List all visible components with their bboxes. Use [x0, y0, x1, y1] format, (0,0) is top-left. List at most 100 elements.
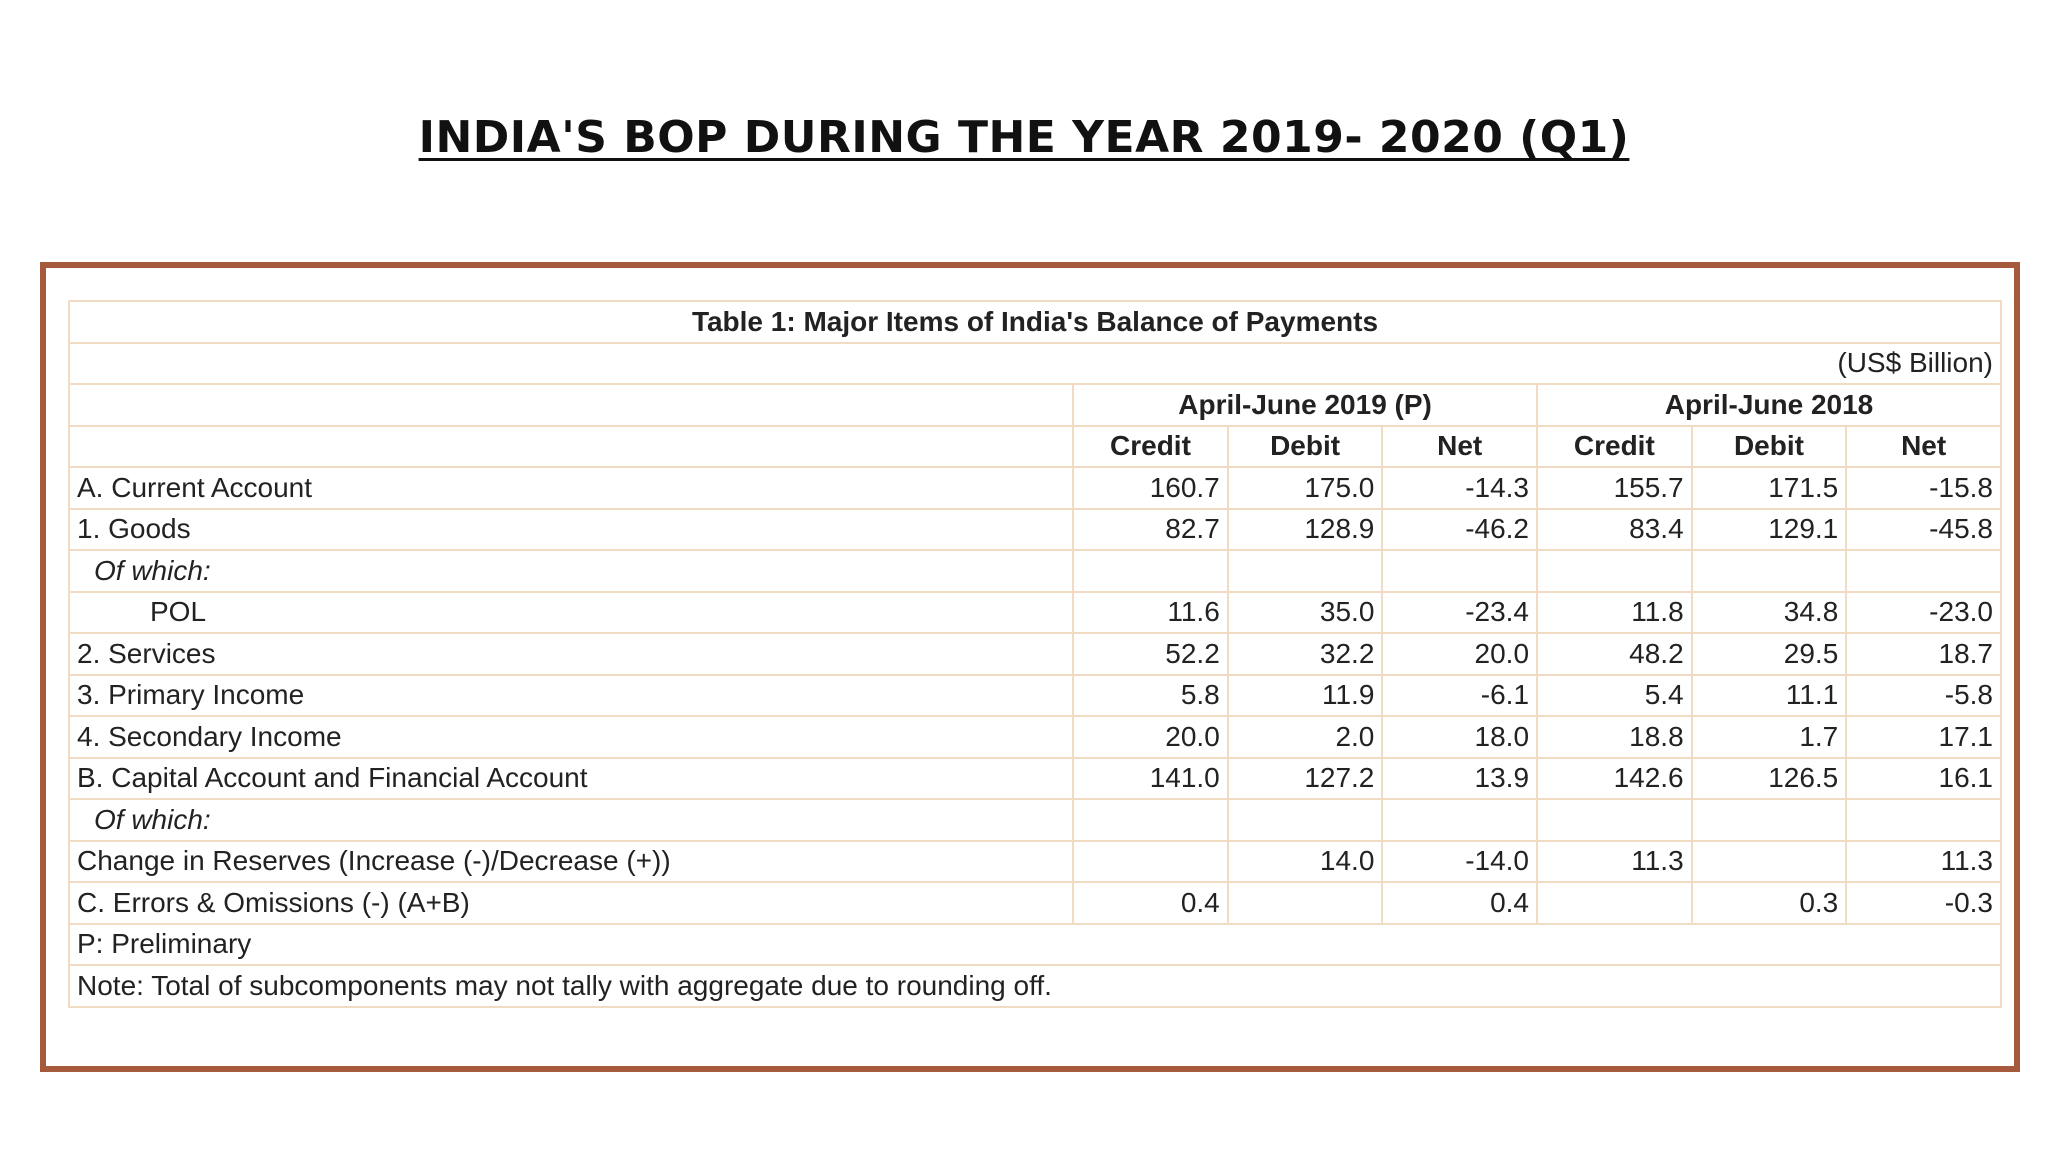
value-cell: 11.9	[1226, 673, 1384, 717]
value-cell: 126.5	[1690, 756, 1848, 800]
value-cell	[1072, 839, 1229, 883]
value-cell: 29.5	[1690, 632, 1848, 676]
table-row: C. Errors & Omissions (-) (A+B) 0.4 0.4 0.3…	[67, 881, 2002, 925]
table-title-row: Table 1: Major Items of India's Balance …	[68, 300, 2002, 344]
table-row: B. Capital Account and Financial Account…	[67, 756, 2002, 800]
value-cell: -23.0	[1845, 590, 2002, 634]
footnote-rounding: Note: Total of subcomponents may not tal…	[68, 964, 2002, 1008]
value-cell: 11.1	[1690, 673, 1848, 717]
value-cell: -46.2	[1381, 507, 1539, 551]
header-blank-cell	[67, 424, 1075, 468]
table-row: Change in Reserves (Increase (-)/Decreas…	[67, 839, 2002, 883]
value-cell	[1381, 798, 1539, 842]
value-cell: 16.1	[1845, 756, 2002, 800]
period-header-row: April-June 2019 (P) April-June 2018	[67, 383, 2002, 427]
value-cell: 17.1	[1845, 715, 2002, 759]
table-frame: Table 1: Major Items of India's Balance …	[40, 262, 2020, 1072]
row-label: B. Capital Account and Financial Account	[67, 756, 1075, 800]
value-cell: -15.8	[1845, 466, 2002, 510]
value-cell: 155.7	[1536, 466, 1693, 510]
value-cell	[1226, 549, 1384, 593]
row-label: 3. Primary Income	[67, 673, 1075, 717]
value-cell	[1845, 549, 2002, 593]
value-cell	[1690, 798, 1848, 842]
value-cell: -14.0	[1381, 839, 1539, 883]
value-cell: 32.2	[1226, 632, 1384, 676]
column-header-net: Net	[1381, 424, 1539, 468]
footnote-row: P: Preliminary	[68, 922, 2002, 966]
table-row: POL 11.6 35.0 -23.4 11.8 34.8 -23.0	[67, 590, 2002, 634]
value-cell: 171.5	[1690, 466, 1848, 510]
value-cell: -6.1	[1381, 673, 1539, 717]
value-cell: 34.8	[1690, 590, 1848, 634]
value-cell	[1536, 798, 1693, 842]
value-cell: 11.8	[1536, 590, 1693, 634]
period-header-2019: April-June 2019 (P)	[1072, 383, 1539, 427]
value-cell: 141.0	[1072, 756, 1229, 800]
value-cell: 160.7	[1072, 466, 1229, 510]
row-label: C. Errors & Omissions (-) (A+B)	[67, 881, 1075, 925]
value-cell: 13.9	[1381, 756, 1539, 800]
value-cell	[1536, 881, 1693, 925]
table-row: 3. Primary Income 5.8 11.9 -6.1 5.4 11.1 -5.8	[67, 673, 2002, 717]
value-cell: 11.3	[1536, 839, 1693, 883]
footnote-row: Note: Total of subcomponents may not tal…	[68, 964, 2002, 1008]
footnote-preliminary: P: Preliminary	[68, 922, 2002, 966]
row-label: Of which:	[67, 798, 1075, 842]
value-cell: 128.9	[1226, 507, 1384, 551]
table-row: 2. Services 52.2 32.2 20.0 48.2 29.5 18.7	[67, 632, 2002, 676]
value-cell: 0.4	[1072, 881, 1229, 925]
value-cell: -14.3	[1381, 466, 1539, 510]
row-label: POL	[67, 590, 1075, 634]
value-cell	[1690, 549, 1848, 593]
value-cell: 175.0	[1226, 466, 1384, 510]
row-label: 2. Services	[67, 632, 1075, 676]
table-row: Of which:	[67, 798, 2002, 842]
table-row: Of which:	[67, 549, 2002, 593]
value-cell	[1845, 798, 2002, 842]
row-label: Of which:	[67, 549, 1075, 593]
table-row: 1. Goods 82.7 128.9 -46.2 83.4 129.1 -45.8	[67, 507, 2002, 551]
value-cell: 35.0	[1226, 590, 1384, 634]
value-cell: 11.3	[1845, 839, 2002, 883]
value-cell: 0.3	[1690, 881, 1848, 925]
column-header-net: Net	[1845, 424, 2002, 468]
value-cell	[1226, 798, 1384, 842]
header-blank-cell	[67, 383, 1075, 427]
value-cell: 129.1	[1690, 507, 1848, 551]
table-title: Table 1: Major Items of India's Balance …	[68, 300, 2002, 344]
row-label: A. Current Account	[67, 466, 1075, 510]
value-cell: 18.0	[1381, 715, 1539, 759]
period-header-2018: April-June 2018	[1536, 383, 2002, 427]
value-cell: 142.6	[1536, 756, 1693, 800]
value-cell: -5.8	[1845, 673, 2002, 717]
unit-label: (US$ Billion)	[68, 341, 2002, 385]
row-label: Change in Reserves (Increase (-)/Decreas…	[67, 839, 1075, 883]
value-cell: 18.7	[1845, 632, 2002, 676]
column-header-debit: Debit	[1690, 424, 1848, 468]
value-cell	[1536, 549, 1693, 593]
value-cell: 83.4	[1536, 507, 1693, 551]
sub-header-row: Credit Debit Net Credit Debit Net	[67, 424, 2002, 468]
value-cell: 2.0	[1226, 715, 1384, 759]
value-cell	[1690, 839, 1848, 883]
value-cell: 48.2	[1536, 632, 1693, 676]
value-cell: 5.8	[1072, 673, 1229, 717]
value-cell: 127.2	[1226, 756, 1384, 800]
value-cell: 0.4	[1381, 881, 1539, 925]
value-cell	[1226, 881, 1384, 925]
value-cell: 52.2	[1072, 632, 1229, 676]
column-header-credit: Credit	[1536, 424, 1693, 468]
value-cell: 11.6	[1072, 590, 1229, 634]
column-header-debit: Debit	[1226, 424, 1384, 468]
table-row: A. Current Account 160.7 175.0 -14.3 155.7 17…	[67, 466, 2002, 510]
value-cell	[1381, 549, 1539, 593]
value-cell: -45.8	[1845, 507, 2002, 551]
value-cell: 18.8	[1536, 715, 1693, 759]
value-cell	[1072, 549, 1229, 593]
column-header-credit: Credit	[1072, 424, 1229, 468]
value-cell: -23.4	[1381, 590, 1539, 634]
value-cell: 14.0	[1226, 839, 1384, 883]
value-cell: 5.4	[1536, 673, 1693, 717]
value-cell	[1072, 798, 1229, 842]
